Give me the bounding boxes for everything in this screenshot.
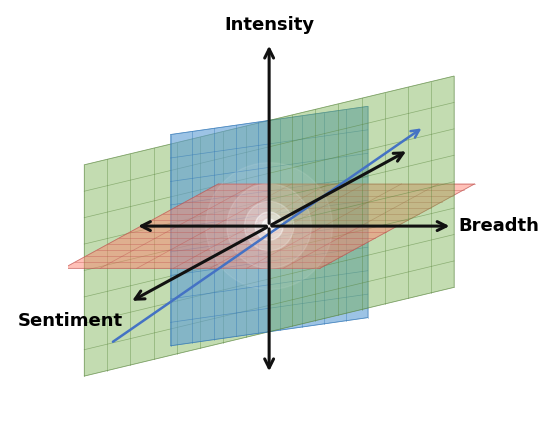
Text: Sentiment: Sentiment <box>18 312 123 330</box>
Text: Breadth: Breadth <box>459 217 539 235</box>
Polygon shape <box>171 106 368 346</box>
Circle shape <box>245 201 294 251</box>
Circle shape <box>206 163 332 290</box>
Polygon shape <box>269 76 454 332</box>
Polygon shape <box>63 226 397 268</box>
Circle shape <box>227 184 311 268</box>
Text: Intensity: Intensity <box>224 16 314 34</box>
Circle shape <box>262 219 276 233</box>
Polygon shape <box>84 120 269 376</box>
Polygon shape <box>141 184 475 226</box>
Circle shape <box>255 212 283 240</box>
